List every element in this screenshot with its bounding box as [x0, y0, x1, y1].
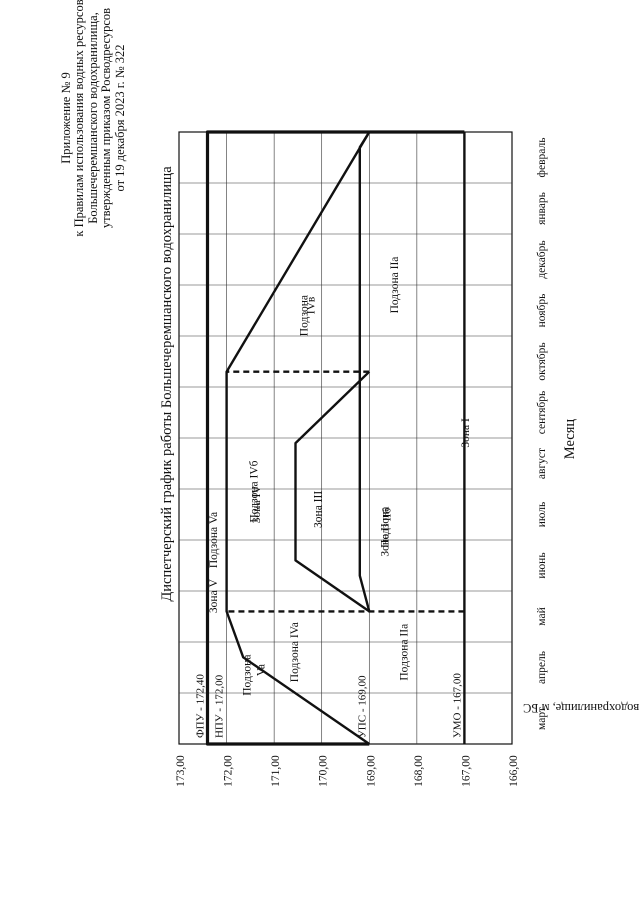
x-tick-label: март	[536, 707, 548, 730]
x-tick-label: июль	[536, 502, 548, 527]
x-tick-label: декабрь	[536, 240, 548, 278]
zone-label: Подзона IIa	[398, 624, 410, 681]
x-axis-label: Месяц	[562, 419, 578, 460]
y-tick-label: 167,00	[460, 755, 472, 787]
level-label: ФПУ - 172,40	[195, 674, 207, 738]
x-tick-label: октябрь	[536, 342, 548, 380]
header-line-2: к Правилам использования водных ресурсов	[72, 0, 86, 237]
zone-label: Подзона IIa	[389, 257, 401, 314]
header-line-3: Большечеремшанского водохранилища,	[86, 12, 100, 224]
level-label: УПС - 169,00	[356, 675, 368, 738]
zone-label: Зона III	[313, 491, 325, 528]
x-tick-label: сентябрь	[536, 391, 548, 435]
chart-plot: 166,00 167,00 168,00 169,00 170,00 171,00 172,…	[175, 130, 548, 787]
y-tick-label: 170,00	[318, 755, 330, 787]
y-tick-label: 171,00	[270, 755, 282, 787]
zone-label: Зона II	[379, 523, 391, 556]
zone-label: Подзона Va	[208, 512, 220, 568]
series-line	[225, 131, 371, 745]
zone-label: Подзона	[241, 655, 253, 696]
zone-label: Подзона IVб	[248, 460, 260, 522]
x-tick-label: август	[536, 448, 548, 479]
zone-label: Подзона	[298, 295, 310, 336]
level-label: УМО - 167,00	[451, 673, 463, 738]
y-tick-label: 173,00	[175, 755, 187, 787]
y-tick-label: 169,00	[365, 755, 377, 787]
series-line	[294, 370, 371, 613]
x-tick-label: ноябрь	[536, 294, 548, 328]
header-line-5: от 19 декабря 2023 г. № 322	[113, 44, 127, 191]
chart-title: Диспетчерский график работы Большечеремш…	[159, 166, 175, 602]
level-label: НПУ - 172,00	[214, 674, 226, 738]
series-line	[358, 131, 371, 612]
zone-label: Зона I	[460, 418, 472, 448]
header-line-1: Приложение № 9	[59, 72, 73, 164]
x-tick-label: январь	[536, 192, 548, 225]
zone-label: Зона V	[208, 578, 220, 613]
y-tick-label: 172,00	[223, 755, 235, 787]
x-tick-label: май	[536, 607, 548, 625]
x-tick-label: июнь	[536, 552, 548, 578]
zone-label: Подзона	[379, 507, 391, 548]
header-line-4: утвержденным приказом Росводресурсов	[99, 8, 113, 228]
series-line	[205, 130, 465, 746]
y-axis-label: Уровень воды в водохранилище, м БС	[523, 701, 640, 715]
x-tick-label: февраль	[536, 138, 548, 178]
x-tick-label: апрель	[536, 651, 548, 684]
zone-label: Зона IV	[251, 485, 263, 523]
y-tick-label: 168,00	[413, 755, 425, 787]
zone-label: IVв	[306, 296, 318, 314]
zone-label: IIб	[382, 508, 394, 522]
zone-label: Подзона IVa	[289, 622, 301, 682]
zone-label: Va	[256, 664, 268, 676]
approval-header: Приложение № 9 к Правилам использования …	[59, 0, 127, 237]
y-tick-label: 166,00	[508, 755, 520, 787]
